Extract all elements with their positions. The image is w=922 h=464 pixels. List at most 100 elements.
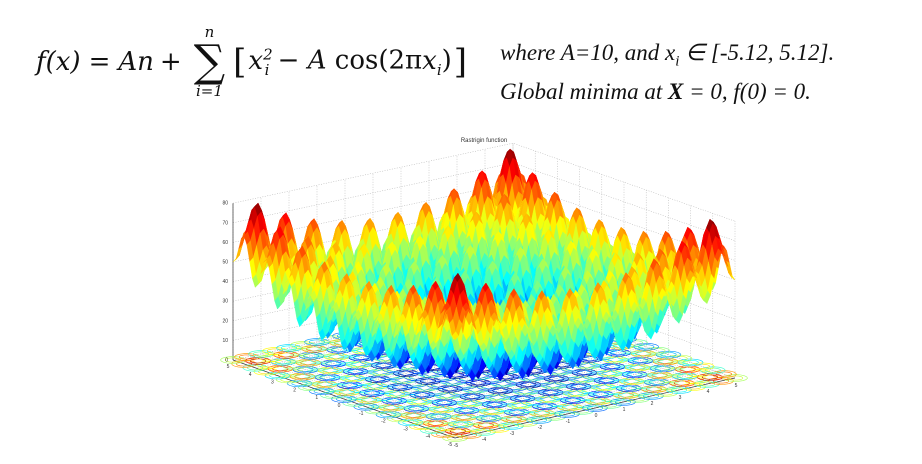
floor-contour [515,412,541,420]
floor-contour [547,407,565,413]
floor-contour [680,383,706,391]
floor-contour [440,378,466,386]
sum-lower: i=1 [195,82,223,100]
floor-contour [532,402,558,410]
floor-contour [425,412,452,421]
floor-contour [634,382,651,388]
floor-contour [660,368,687,377]
floor-contour [708,377,734,385]
floor-contour [484,377,501,383]
floor-contour [422,419,449,428]
floor-contour [342,367,369,376]
floor-contour [351,378,377,386]
floor-contour [526,384,553,393]
floor-contour [571,400,597,408]
floor-contour [602,355,629,364]
floor-contour [473,389,500,398]
sum-symbol: ∑ [193,36,226,87]
floor-contour [602,387,628,395]
floor-contour [649,364,676,373]
floor-contour [350,362,367,367]
floor-contour [286,379,313,388]
floor-contour [579,363,596,369]
floor-contour [311,380,338,389]
floor-contour [545,383,562,388]
floor-contour [284,355,310,363]
floor-contour [540,413,566,421]
floor-contour [442,434,468,442]
floor-contour [422,371,440,377]
floor-contour [663,361,690,370]
floor-contour [317,350,334,356]
floor-contour [557,371,584,380]
floor-contour [439,409,466,418]
floor-contour [405,381,423,387]
floor-contour [408,374,426,380]
floor-contour [579,379,606,388]
floor-contour [294,342,312,348]
floor-contour [359,389,385,397]
floor-contour [635,367,662,376]
floor-contour [448,388,475,397]
floor-contour [297,383,324,392]
floor-contour [624,347,641,353]
floor-contour [437,385,463,393]
floor-contour [364,406,391,415]
floor-contour [587,374,604,379]
floor-contour [638,360,665,369]
floor-contour [452,421,469,427]
floor-contour [280,345,298,351]
floor-contour [631,389,649,395]
description: where A=10, and xi ∈ [-5.12, 5.12]. Glob… [500,38,834,107]
formula-term: An [118,47,154,77]
floor-contour [300,376,327,385]
floor-contour [518,405,544,413]
description-line2: Global minima at X = 0, f(0) = 0. [500,77,834,107]
floor-contour [304,338,330,346]
floor-contour [644,346,671,355]
floor-contour [715,371,733,377]
floor-contour [314,373,341,382]
floor-contour [529,409,555,417]
floor-contour [272,366,289,372]
gridline-z [232,142,736,222]
floor-contour [298,352,324,360]
floor-contour [588,390,614,398]
floor-contour [249,358,267,364]
floor-contour [416,385,434,391]
floor-contour [480,415,497,421]
floor-contour [395,394,421,402]
floor-contour [414,392,431,398]
floor-contour [238,354,256,360]
floor-contour [253,367,280,376]
floor-contour [337,381,363,389]
floor-contour [394,409,411,415]
floor-contour [420,394,447,403]
floor-contour [623,378,640,384]
floor-contour [406,397,433,406]
floor-contour [562,389,589,398]
floor-contour [477,422,495,428]
floor-contour [590,367,607,373]
floor-contour [339,374,366,383]
floor-contour [431,398,458,407]
floor-contour [483,408,500,414]
floor-contour [295,358,322,367]
floor-contour [491,419,509,425]
floor-contour [337,349,364,358]
floor-contour [349,393,367,399]
floor-contour [495,397,522,406]
floor-contour [618,377,645,386]
floor-contour [415,377,441,385]
floor-contour [411,399,428,405]
floor-contour [511,402,528,408]
floor-contour [259,354,285,362]
floor-contour [345,360,372,369]
floor-contour [533,410,551,416]
floor-contour [445,427,471,435]
floor-contour [397,418,424,427]
floor-contour [498,390,525,399]
floor-contour [245,357,271,365]
floor-contour [427,420,444,426]
floor-contour [264,371,291,380]
